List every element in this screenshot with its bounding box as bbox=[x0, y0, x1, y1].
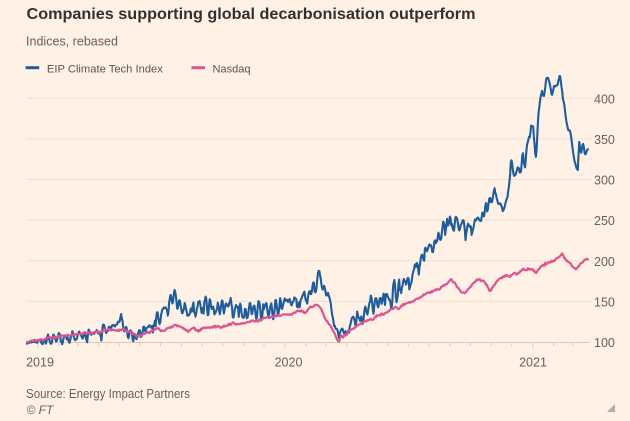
svg-text:Companies supporting global de: Companies supporting global decarbonisat… bbox=[27, 6, 476, 23]
svg-text:© FT: © FT bbox=[27, 403, 56, 417]
svg-text:2020: 2020 bbox=[275, 356, 303, 370]
svg-text:200: 200 bbox=[594, 255, 615, 269]
svg-text:400: 400 bbox=[594, 92, 615, 106]
svg-text:Nasdaq: Nasdaq bbox=[213, 63, 251, 75]
svg-text:100: 100 bbox=[594, 336, 615, 350]
svg-text:2019: 2019 bbox=[26, 356, 54, 370]
svg-text:300: 300 bbox=[594, 174, 615, 188]
svg-text:2021: 2021 bbox=[519, 356, 547, 370]
svg-text:Source: Energy Impact Partners: Source: Energy Impact Partners bbox=[26, 387, 190, 401]
svg-text:150: 150 bbox=[594, 295, 615, 309]
svg-text:250: 250 bbox=[594, 214, 615, 228]
svg-text:350: 350 bbox=[594, 133, 615, 147]
svg-text:EIP Climate Tech Index: EIP Climate Tech Index bbox=[47, 63, 164, 75]
svg-text:Indices, rebased: Indices, rebased bbox=[26, 34, 118, 49]
